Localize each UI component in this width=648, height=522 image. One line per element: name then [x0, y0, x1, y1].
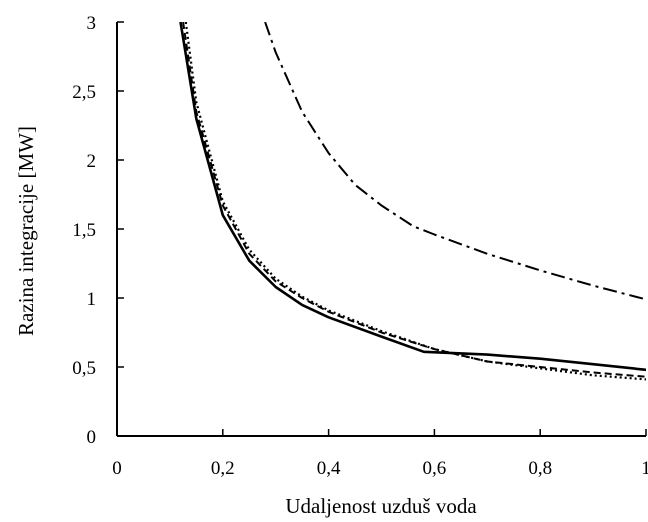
x-axis-title: Udaljenost uzduš voda: [285, 494, 477, 518]
y-tick-label: 3: [87, 13, 97, 34]
series-solid-line: [179, 22, 646, 372]
series-dashed-line: [182, 22, 646, 378]
x-tick-label: 0,8: [528, 458, 552, 479]
y-tick-label: 2,5: [72, 82, 96, 103]
y-tick-label: 2: [87, 151, 97, 172]
x-tick-label: 0,4: [317, 458, 341, 479]
x-tick-label: 0,2: [211, 458, 235, 479]
x-tick-label: 0,6: [423, 458, 447, 479]
x-tick-label: 0: [112, 458, 122, 479]
series-lines: [179, 22, 646, 381]
y-tick-label: 1: [87, 289, 97, 310]
tick-labels: 0 0,2 0,4 0,6 0,8 1 0 0,5 1 1,5 2 2,5 3: [72, 13, 648, 479]
y-tick-label: 1,5: [72, 220, 96, 241]
y-tick-label: 0,5: [72, 358, 96, 379]
series-dashdot-line: [264, 22, 646, 301]
y-tick-label: 0: [87, 427, 97, 448]
y-axis-title: Razina integracije [MW]: [14, 126, 38, 336]
axes: [116, 21, 647, 437]
x-tick-label: 1: [641, 458, 648, 479]
series-dotted-line: [184, 22, 646, 381]
